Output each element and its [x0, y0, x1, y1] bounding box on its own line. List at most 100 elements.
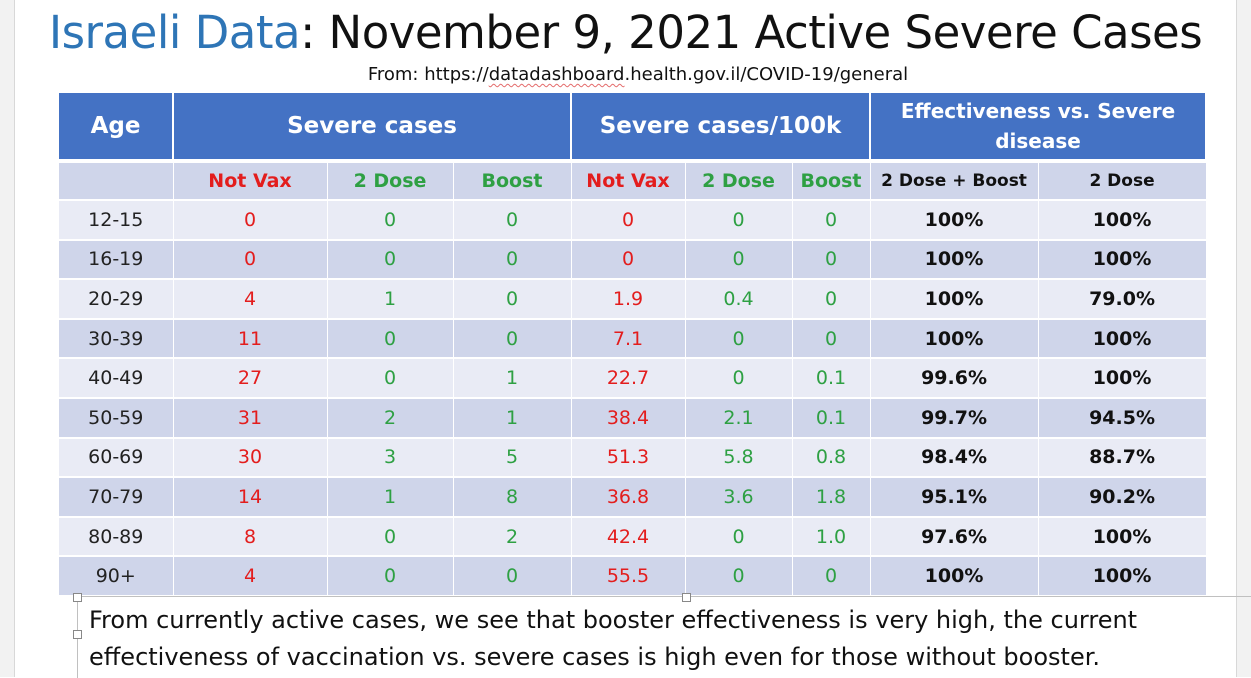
cell-boost: 1: [453, 358, 572, 399]
cell-age: 60-69: [59, 437, 174, 479]
cell-eff-dose-boost: 95.1%: [870, 477, 1039, 518]
cell-not-vax-100k: 1.9: [571, 279, 686, 320]
cell-eff-two-dose: 100%: [1038, 358, 1207, 399]
cell-eff-dose-boost: 100%: [870, 279, 1039, 320]
cell-two-dose: 3: [327, 437, 454, 479]
resize-handle[interactable]: [682, 593, 691, 602]
cell-two-dose: 0: [327, 318, 454, 360]
table-row: 16-19 0 0 0 0 0 0 100% 100%: [59, 239, 1207, 281]
cell-boost-100k: 0: [792, 318, 871, 360]
left-scroll-edge: [0, 0, 15, 677]
cell-eff-dose-boost: 100%: [870, 556, 1039, 597]
cell-not-vax: 0: [173, 239, 328, 281]
cell-eff-two-dose: 90.2%: [1038, 477, 1207, 518]
cell-not-vax-100k: 42.4: [571, 516, 686, 558]
subheader-blank: [59, 161, 174, 201]
cell-age: 70-79: [59, 477, 174, 518]
cell-not-vax: 27: [173, 358, 328, 399]
cell-not-vax: 4: [173, 279, 328, 320]
cell-two-dose: 2: [327, 397, 454, 439]
cell-two-dose: 1: [327, 279, 454, 320]
cell-not-vax-100k: 51.3: [571, 437, 686, 479]
cell-boost-100k: 0.1: [792, 397, 871, 439]
cell-two-dose: 0: [327, 239, 454, 281]
cell-two-dose: 0: [327, 516, 454, 558]
cell-two-dose-100k: 0: [685, 318, 793, 360]
cell-age: 30-39: [59, 318, 174, 360]
cell-two-dose-100k: 0: [685, 358, 793, 399]
cell-boost: 0: [453, 239, 572, 281]
table-row: 40-49 27 0 1 22.7 0 0.1 99.6% 100%: [59, 358, 1207, 399]
source-url-path: .health.gov.il/COVID-19/general: [624, 64, 909, 85]
conclusion-textbox[interactable]: From currently active cases, we see that…: [73, 593, 1251, 678]
cell-not-vax: 0: [173, 200, 328, 241]
cell-eff-two-dose: 100%: [1038, 318, 1207, 360]
cell-eff-dose-boost: 97.6%: [870, 516, 1039, 558]
right-scroll-edge: [1236, 0, 1251, 677]
cell-eff-two-dose: 88.7%: [1038, 437, 1207, 479]
cell-eff-dose-boost: 99.6%: [870, 358, 1039, 399]
cell-two-dose-100k: 0: [685, 556, 793, 597]
source-line: From: https://datadashboard.health.gov.i…: [0, 64, 1251, 85]
cell-age: 90+: [59, 556, 174, 597]
resize-handle[interactable]: [73, 630, 82, 639]
subheader-row: Not Vax 2 Dose Boost Not Vax 2 Dose Boos…: [59, 161, 1207, 201]
cell-not-vax-100k: 0: [571, 239, 686, 281]
severe-cases-table: Age Severe cases Severe cases/100k Effec…: [59, 93, 1208, 597]
cell-not-vax-100k: 22.7: [571, 358, 686, 399]
cell-two-dose: 1: [327, 477, 454, 518]
resize-handle[interactable]: [73, 593, 82, 602]
subheader-eff-dose-boost: 2 Dose + Boost: [870, 161, 1039, 201]
cell-boost-100k: 0: [792, 200, 871, 241]
cell-age: 12-15: [59, 200, 174, 241]
cell-age: 20-29: [59, 279, 174, 320]
cell-two-dose: 0: [327, 358, 454, 399]
subheader-not-vax-100k: Not Vax: [571, 161, 686, 201]
cell-age: 16-19: [59, 239, 174, 281]
cell-eff-dose-boost: 99.7%: [870, 397, 1039, 439]
cell-boost: 5: [453, 437, 572, 479]
cell-not-vax-100k: 55.5: [571, 556, 686, 597]
table-row: 12-15 0 0 0 0 0 0 100% 100%: [59, 200, 1207, 241]
cell-eff-dose-boost: 100%: [870, 318, 1039, 360]
subheader-two-dose-100k: 2 Dose: [685, 161, 793, 201]
cell-eff-two-dose: 100%: [1038, 556, 1207, 597]
slide-title: Israeli Data: November 9, 2021 Active Se…: [0, 6, 1251, 59]
subheader-not-vax: Not Vax: [173, 161, 328, 201]
cell-boost: 0: [453, 279, 572, 320]
cell-two-dose: 0: [327, 200, 454, 241]
cell-boost-100k: 0: [792, 279, 871, 320]
source-prefix: From: https://: [367, 64, 489, 85]
table-row: 60-69 30 3 5 51.3 5.8 0.8 98.4% 88.7%: [59, 437, 1207, 479]
cell-two-dose-100k: 0: [685, 239, 793, 281]
subheader-boost: Boost: [453, 161, 572, 201]
table-row: 80-89 8 0 2 42.4 0 1.0 97.6% 100%: [59, 516, 1207, 558]
cell-not-vax: 14: [173, 477, 328, 518]
title-rest: : November 9, 2021 Active Severe Cases: [300, 6, 1203, 59]
cell-two-dose: 0: [327, 556, 454, 597]
source-url-host: datadashboard: [488, 64, 625, 85]
cell-boost-100k: 0: [792, 556, 871, 597]
cell-eff-dose-boost: 100%: [870, 200, 1039, 241]
cell-eff-two-dose: 94.5%: [1038, 397, 1207, 439]
cell-boost-100k: 0: [792, 239, 871, 281]
cell-eff-two-dose: 100%: [1038, 239, 1207, 281]
cell-not-vax-100k: 38.4: [571, 397, 686, 439]
cell-not-vax: 4: [173, 556, 328, 597]
header-age: Age: [59, 93, 174, 163]
cell-boost: 2: [453, 516, 572, 558]
cell-eff-two-dose: 79.0%: [1038, 279, 1207, 320]
cell-boost-100k: 1.8: [792, 477, 871, 518]
cell-two-dose-100k: 2.1: [685, 397, 793, 439]
cell-not-vax: 31: [173, 397, 328, 439]
cell-boost: 0: [453, 200, 572, 241]
cell-not-vax: 8: [173, 516, 328, 558]
header-severe-per-100k: Severe cases/100k: [571, 93, 872, 163]
cell-boost: 1: [453, 397, 572, 439]
cell-two-dose-100k: 0.4: [685, 279, 793, 320]
cell-boost-100k: 0.1: [792, 358, 871, 399]
cell-boost-100k: 1.0: [792, 516, 871, 558]
table-row: 70-79 14 1 8 36.8 3.6 1.8 95.1% 90.2%: [59, 477, 1207, 518]
cell-eff-two-dose: 100%: [1038, 200, 1207, 241]
cell-two-dose-100k: 3.6: [685, 477, 793, 518]
